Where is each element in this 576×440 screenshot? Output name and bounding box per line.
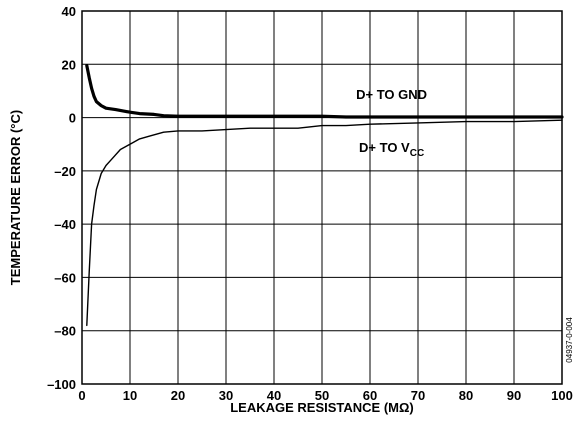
series-label-d-plus-to-gnd: D+ TO GND [356, 87, 427, 102]
x-tick-label-70: 70 [411, 388, 425, 403]
x-tick-label-60: 60 [363, 388, 377, 403]
x-tick-label-80: 80 [459, 388, 473, 403]
y-tick-label--40: –40 [54, 217, 76, 232]
y-axis-ticks: 40 20 0 –20 –40 –60 –80 –100 [47, 4, 76, 392]
series-label-vcc-subscript: CC [410, 148, 424, 159]
x-axis-label: LEAKAGE RESISTANCE (MΩ) [230, 400, 414, 415]
x-tick-label-50: 50 [315, 388, 329, 403]
series-label-vcc-base: D+ TO V [359, 140, 410, 155]
x-tick-label-10: 10 [123, 388, 137, 403]
y-tick-label--100: –100 [47, 377, 76, 392]
y-tick-label-20: 20 [62, 57, 76, 72]
x-tick-label-0: 0 [78, 388, 85, 403]
series-line-1 [86, 119, 563, 327]
plot-frame [81, 10, 563, 385]
grid-lines [82, 11, 562, 384]
x-tick-label-20: 20 [171, 388, 185, 403]
x-tick-label-100: 100 [551, 388, 573, 403]
x-tick-label-40: 40 [267, 388, 281, 403]
series-label-d-plus-to-vcc: D+ TO VCC [359, 140, 424, 159]
y-tick-label-0: 0 [69, 111, 76, 126]
series-lines [85, 63, 564, 327]
y-tick-label--80: –80 [54, 324, 76, 339]
y-tick-label-40: 40 [62, 4, 76, 19]
y-tick-label--60: –60 [54, 270, 76, 285]
x-tick-label-90: 90 [507, 388, 521, 403]
y-axis-label: TEMPERATURE ERROR (°C) [8, 110, 23, 285]
y-tick-label--20: –20 [54, 164, 76, 179]
series-line-0 [85, 63, 564, 119]
x-axis-ticks: 0 10 20 30 40 50 60 70 80 90 100 [78, 388, 572, 403]
figure-id-annotation: 04937-0-004 [565, 317, 574, 363]
x-tick-label-30: 30 [219, 388, 233, 403]
